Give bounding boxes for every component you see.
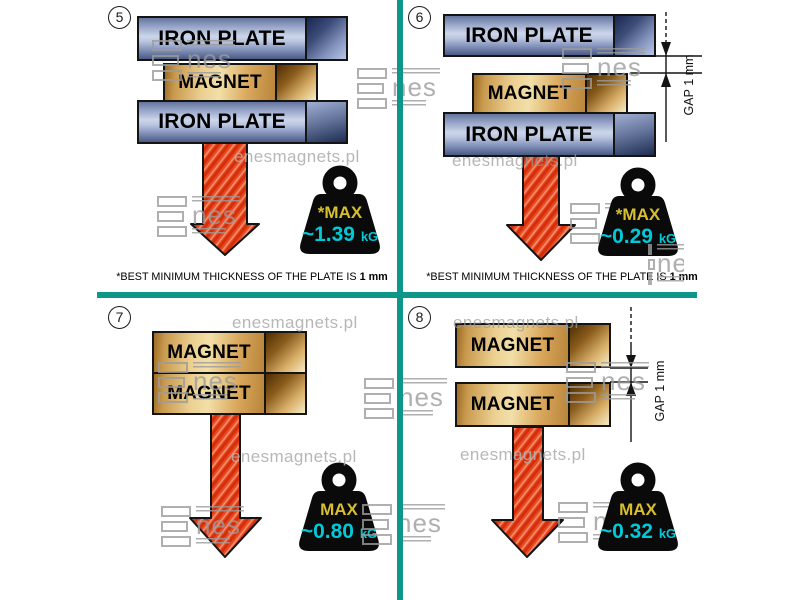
enes-logo: nes (157, 196, 240, 237)
enes-logo: nes (161, 506, 244, 547)
p7-down-arrow-icon (189, 413, 262, 558)
p6-iron-plate-bottom-label: IRON PLATE (465, 122, 593, 146)
enes-e-icon (357, 68, 387, 109)
enes-e-icon (161, 506, 191, 547)
enes-logo: nes (562, 48, 645, 89)
p7-magnet-top-label: MAGNET (167, 341, 251, 363)
p5-weight-value: ~1.39 (301, 223, 355, 246)
p8-max-label: MAX (619, 500, 657, 519)
enes-e-icon (157, 196, 187, 237)
watermark-site: enesmagnets.pl (460, 445, 586, 464)
p8-magnet-top-cap (570, 325, 609, 366)
p6-gap-label: GAP 1 mm (682, 54, 696, 116)
p6-weight-value: ~0.29 (599, 225, 653, 248)
p5-weight-unit: kG (360, 229, 379, 244)
enes-logo: nes (362, 504, 445, 545)
p7-magnet-top-cap (266, 333, 305, 372)
p7-max-label: MAX (320, 500, 358, 519)
p6-iron-plate-top-label: IRON PLATE (465, 23, 593, 47)
p5-weight-icon: *MAX ~1.39 kG (296, 165, 384, 267)
p7-magnet-bottom-label: MAGNET (167, 383, 251, 405)
watermark-site: enesmagnets.pl (234, 147, 360, 166)
enes-e-icon (648, 244, 656, 285)
p5-plate-bottom-cap (307, 102, 346, 142)
vertical-divider (397, 0, 403, 600)
p8-weight-icon: MAX ~0.32 kG (594, 462, 682, 564)
watermark-site: enesmagnets.pl (232, 313, 358, 332)
p8-down-arrow-icon (491, 427, 564, 558)
p6-down-arrow-icon (506, 156, 576, 261)
p8-gap-label: GAP 1 mm (653, 360, 667, 422)
p8-magnet-bottom-label: MAGNET (470, 393, 555, 415)
watermark-site: enesmagnets.pl (231, 447, 357, 466)
p5-max-label: *MAX (317, 203, 363, 222)
p6-plate-bottom-cap (615, 114, 654, 155)
panel-6-number: 6 (408, 6, 431, 29)
horizontal-divider (97, 292, 697, 298)
enes-e-icon (562, 48, 592, 89)
enes-e-icon (566, 362, 596, 403)
p6-max-label: *MAX (615, 205, 661, 224)
p5-iron-plate-bottom: IRON PLATE (137, 100, 348, 144)
enes-logo: nes (152, 40, 235, 81)
p8-weight-unit: kG (658, 526, 677, 541)
p5-iron-plate-bottom-label: IRON PLATE (158, 110, 286, 133)
p6-weight-unit: kG (658, 231, 677, 246)
p6-iron-plate-top: IRON PLATE (443, 14, 656, 57)
panel-8-number: 8 (408, 306, 431, 329)
p5-caption: *BEST MINIMUM THICKNESS OF THE PLATE IS … (116, 271, 388, 283)
p5-iron-plate-top: IRON PLATE (137, 16, 348, 61)
enes-logo: nes (158, 362, 241, 403)
watermark-site: enesmagnets.pl (453, 313, 579, 332)
watermark-site: enesmagnets.pl (452, 151, 578, 170)
p5-magnet-cap (277, 65, 316, 100)
enes-e-icon (364, 378, 394, 419)
p6-iron-plate-bottom: IRON PLATE (443, 112, 656, 157)
p6-gap-dimension (630, 12, 702, 142)
panel-7-number: 7 (108, 306, 131, 329)
p8-magnet-bottom: MAGNET (455, 382, 611, 427)
p7-weight-icon: MAX ~0.80 kG (295, 462, 383, 564)
p8-weight-value: ~0.32 (599, 520, 653, 543)
p6-weight-icon: *MAX ~0.29 kG (594, 167, 682, 269)
p7-weight-value: ~0.80 (300, 520, 354, 543)
enes-e-icon (558, 502, 588, 543)
p5-plate-top-cap (307, 18, 346, 59)
p7-magnet-bottom-cap (266, 374, 305, 413)
enes-e-icon (152, 40, 182, 81)
enes-logo: nes (364, 378, 447, 419)
enes-e-icon (362, 504, 392, 545)
p8-magnet-top: MAGNET (455, 323, 611, 368)
enes-e-icon (570, 203, 600, 244)
p8-magnet-top-label: MAGNET (470, 334, 555, 356)
p6-magnet: MAGNET (472, 73, 628, 114)
enes-logo: nes (648, 244, 684, 285)
panel-5-number: 5 (108, 6, 131, 29)
enes-logo: nes (566, 362, 649, 403)
enes-e-icon (158, 362, 188, 403)
p7-magnet-bottom: MAGNET (152, 372, 307, 415)
p8-magnet-bottom-cap (570, 384, 609, 425)
p6-magnet-label: MAGNET (487, 82, 572, 104)
